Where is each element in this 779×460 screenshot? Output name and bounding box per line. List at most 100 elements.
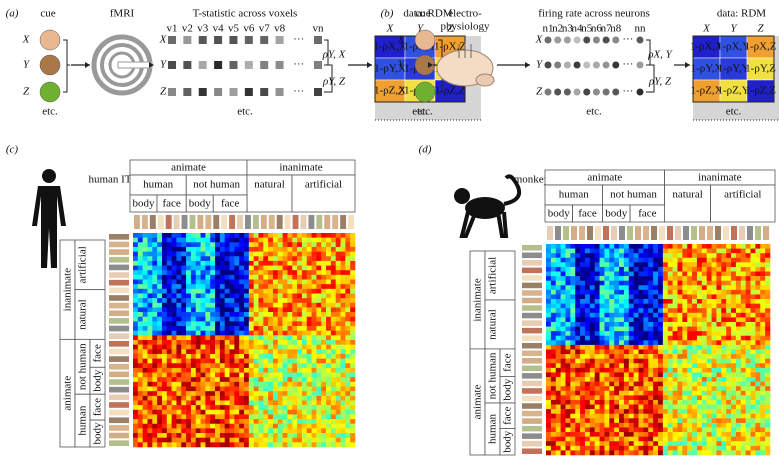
category-label: natural xyxy=(487,309,499,340)
heatmap-cell xyxy=(706,363,712,369)
heatmap-cell xyxy=(584,441,591,447)
heatmap-cell xyxy=(272,423,279,429)
heatmap-cell xyxy=(575,413,581,419)
heatmap-cell xyxy=(311,293,317,299)
heatmap-cell xyxy=(350,400,356,406)
heatmap-cell xyxy=(248,256,254,262)
heatmap-cell xyxy=(726,317,732,323)
ellipsis: ··· xyxy=(293,59,304,71)
heatmap-cell xyxy=(677,285,683,291)
heatmap-cell xyxy=(224,326,230,331)
etc-label: etc. xyxy=(726,106,742,118)
heatmap-cell xyxy=(716,312,722,318)
heatmap-cell xyxy=(244,437,250,443)
heatmap-cell xyxy=(234,284,240,290)
heatmap-cell xyxy=(350,237,356,243)
heatmap-cell xyxy=(711,413,717,419)
heatmap-cell xyxy=(692,340,698,346)
heatmap-cell xyxy=(682,377,688,382)
heatmap-cell xyxy=(584,308,591,314)
heatmap-cell xyxy=(340,433,346,438)
heatmap-cell xyxy=(340,298,346,304)
heatmap-cell xyxy=(667,427,673,433)
heatmap-cell xyxy=(340,386,346,392)
heatmap-cell xyxy=(653,349,659,355)
heatmap-cell xyxy=(604,436,610,442)
heatmap-cell xyxy=(701,399,707,405)
heatmap-cell xyxy=(614,427,620,433)
heatmap-cell xyxy=(706,276,712,281)
heatmap-cell xyxy=(186,405,192,411)
heatmap-cell xyxy=(147,330,153,336)
heatmap-cell xyxy=(589,441,595,447)
heatmap-cell xyxy=(205,377,211,383)
heatmap-cell xyxy=(253,353,259,359)
heatmap-cell xyxy=(253,246,259,252)
heatmap-cell xyxy=(677,395,683,401)
heatmap-cell xyxy=(662,386,669,392)
heatmap-cell xyxy=(340,326,346,331)
heatmap-cell xyxy=(609,372,615,378)
heatmap-cell xyxy=(570,340,576,346)
heatmap-cell xyxy=(755,326,761,332)
heatmap-cell xyxy=(550,312,557,318)
heatmap-cell xyxy=(330,251,336,257)
heatmap-cell xyxy=(239,405,245,411)
heatmap-cell xyxy=(330,344,336,350)
heatmap-cell xyxy=(614,321,620,327)
heatmap-cell xyxy=(282,242,288,248)
heatmap-cell xyxy=(677,354,683,359)
stimulus-icon xyxy=(571,226,577,240)
heatmap-cell xyxy=(687,354,693,359)
heatmap-cell xyxy=(735,349,742,355)
heatmap-cell xyxy=(594,335,600,341)
heatmap-cell xyxy=(614,399,620,405)
heatmap-cell xyxy=(765,326,771,332)
heatmap-cell xyxy=(133,353,139,359)
heatmap-cell xyxy=(181,321,187,327)
heatmap-cell xyxy=(330,242,336,248)
heatmap-cell xyxy=(205,419,211,425)
heatmap-cell xyxy=(176,340,182,345)
heatmap-cell xyxy=(546,349,552,355)
heatmap-cell xyxy=(609,399,615,405)
heatmap-cell xyxy=(609,354,615,359)
heatmap-cell xyxy=(176,326,182,331)
heatmap-cell xyxy=(721,276,727,281)
heatmap-cell xyxy=(147,335,153,341)
heatmap-cell xyxy=(604,326,610,332)
heatmap-cell xyxy=(301,284,308,290)
heatmap-cell xyxy=(643,303,649,309)
heatmap-cell xyxy=(692,367,698,373)
heatmap-cell xyxy=(345,372,351,378)
heatmap-cell xyxy=(570,244,576,249)
heatmap-cell xyxy=(623,257,630,263)
heatmap-cell xyxy=(263,437,269,443)
heatmap-cell xyxy=(560,413,566,419)
heatmap-cell xyxy=(735,326,742,332)
heatmap-cell xyxy=(176,419,182,425)
heatmap-cell xyxy=(687,317,693,323)
heatmap-cell xyxy=(157,414,163,420)
heatmap-cell xyxy=(316,246,322,252)
heatmap-cell xyxy=(628,280,634,286)
heatmap-cell xyxy=(721,409,727,415)
heatmap-cell xyxy=(268,279,274,285)
heatmap-cell xyxy=(215,298,221,304)
heatmap-cell xyxy=(239,288,245,294)
heatmap-cell xyxy=(190,321,197,327)
heatmap-cell xyxy=(195,233,201,238)
heatmap-cell xyxy=(258,428,264,434)
heatmap-cell xyxy=(711,303,717,309)
heatmap-cell xyxy=(210,265,216,271)
heatmap-cell xyxy=(735,280,742,286)
heatmap-cell xyxy=(745,344,751,350)
heatmap-cell xyxy=(570,253,576,259)
heatmap-cell xyxy=(258,256,264,262)
heatmap-cell xyxy=(716,266,722,272)
heatmap-cell xyxy=(157,270,163,276)
unit-label: n3 xyxy=(562,23,574,35)
heatmap-cell xyxy=(726,390,732,396)
heatmap-cell xyxy=(667,367,673,373)
category-label: human xyxy=(77,405,89,435)
